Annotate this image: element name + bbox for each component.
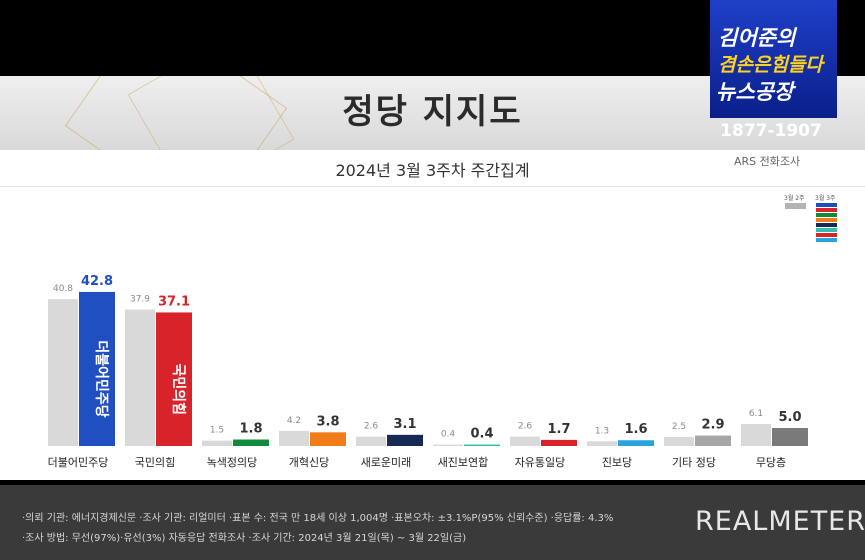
footer-line-1: ·의뢰 기관: 에너지경제신문 ·조사 기관: 리얼미터 ·표본 수: 전국 만… (22, 513, 614, 524)
data-label-current: 5.0 (778, 410, 801, 425)
category-label: 자유통일당 (515, 455, 566, 469)
subtitle-bar (0, 150, 865, 187)
method-tag: ARS 전화조사 (734, 155, 801, 168)
data-label-current: 37.1 (158, 294, 190, 309)
legend-current-swatch (816, 203, 837, 207)
bar-current (464, 444, 500, 446)
realmeter-brand: REALMETER (695, 506, 865, 537)
legend-prev-swatch (785, 203, 806, 209)
bar-current (79, 291, 115, 446)
legend-current-swatch (816, 233, 837, 237)
data-label-current: 3.1 (393, 417, 416, 432)
data-label-prev: 1.5 (210, 426, 224, 436)
bar-current (387, 434, 423, 446)
data-label-current: 42.8 (81, 274, 113, 289)
footer-bar (0, 485, 865, 560)
bar-inner-label: 국민의힘 (170, 363, 187, 415)
data-label-prev: 1.3 (595, 426, 609, 436)
bar-prev (741, 424, 771, 446)
bar-current (233, 439, 269, 446)
legend-prev-label: 3월 2주 (784, 195, 805, 202)
bar-current (310, 432, 346, 446)
logo-line1: 김어준의 (718, 26, 796, 50)
data-label-prev: 2.6 (518, 422, 533, 432)
bar-prev (433, 444, 463, 446)
category-label: 진보당 (602, 456, 632, 469)
legend-current-swatch (816, 213, 837, 217)
data-label-current: 1.7 (547, 422, 570, 437)
legend-current-swatch (816, 238, 837, 242)
data-label-prev: 2.6 (364, 422, 379, 432)
bar-prev (664, 437, 694, 446)
page-subtitle: 2024년 3월 3주차 주간집계 (335, 161, 530, 180)
category-label: 더불어민주당 (48, 456, 109, 469)
data-label-prev: 2.5 (672, 422, 686, 432)
bar-current (772, 428, 808, 446)
page-title: 정당 지지도 (342, 92, 523, 132)
bar-current (695, 435, 731, 446)
footer-line-2: ·조사 방법: 무선(97%)·유선(3%) 자동응답 전화조사 ·조사 기간:… (22, 533, 467, 544)
category-label: 개혁신당 (289, 456, 329, 469)
data-label-current: 2.9 (701, 418, 724, 433)
bar-prev (48, 299, 78, 446)
legend-current-swatch (816, 208, 837, 212)
data-label-prev: 6.1 (749, 409, 763, 419)
bar-current (618, 440, 654, 446)
legend-current-swatch (816, 228, 837, 232)
legend-current-label: 3월 3주 (815, 195, 836, 202)
category-label: 새로운미래 (361, 456, 412, 469)
bar-prev (510, 436, 540, 446)
category-label: 무당층 (756, 456, 786, 469)
bar-inner-label: 더불어민주당 (93, 340, 110, 417)
data-label-prev: 4.2 (287, 416, 301, 426)
data-label-current: 0.4 (470, 427, 493, 442)
logo-line2: 겸손은힘들다 (718, 54, 823, 76)
data-label-current: 3.8 (316, 414, 339, 429)
category-label: 녹색정의당 (207, 456, 258, 469)
data-label-prev: 37.9 (130, 295, 150, 305)
legend-current-swatch (816, 223, 837, 227)
bar-prev (125, 309, 155, 446)
bar-current (156, 312, 192, 446)
category-label: 기타 정당 (672, 456, 716, 469)
phone-number: 1877-1907 (720, 121, 822, 141)
bar-prev (587, 441, 617, 446)
bar-prev (356, 436, 386, 446)
bar-prev (279, 430, 309, 446)
data-label-current: 1.8 (239, 422, 262, 437)
logo-line3: 뉴스공장 (716, 80, 794, 104)
data-label-prev: 40.8 (53, 284, 73, 294)
category-label: 새진보연합 (438, 456, 489, 469)
bar-prev (202, 440, 232, 446)
category-label: 국민의힘 (135, 456, 175, 469)
legend-current-swatch (816, 218, 837, 222)
bar-current (541, 439, 577, 446)
program-logo: 김어준의 겸손은힘들다 (710, 0, 837, 118)
data-label-current: 1.6 (624, 422, 647, 437)
data-label-prev: 0.4 (441, 430, 456, 440)
